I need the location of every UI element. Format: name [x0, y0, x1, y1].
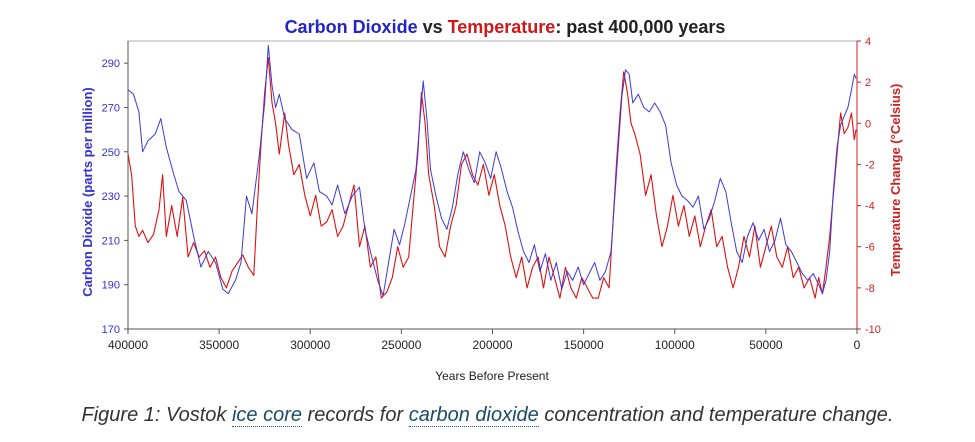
left-tick-label: 270	[102, 102, 120, 114]
x-tick-label: 300000	[290, 338, 330, 352]
x-axis-ticks: 400000 350000 300000 250000 200000 150000 1000…	[108, 329, 861, 352]
chart: Carbon Dioxide vs Temperature: past 400,…	[80, 17, 903, 383]
right-tick-label: -4	[865, 201, 875, 213]
title-part-period: : past 400,000 years	[555, 17, 725, 37]
x-tick-label: 150000	[564, 338, 604, 352]
left-axis-label: Carbon Dioxide (parts per million)	[80, 87, 95, 296]
series-line-carbon-dioxide	[127, 44, 857, 297]
left-tick-label: 230	[102, 191, 120, 203]
carbon-dioxide-link[interactable]: carbon dioxide	[408, 404, 539, 427]
left-tick-label: 290	[102, 58, 120, 70]
right-tick-label: 0	[865, 118, 871, 130]
left-tick-label: 190	[102, 280, 120, 292]
title-part-temp: Temperature	[448, 17, 556, 37]
right-tick-label: -2	[865, 159, 875, 171]
left-tick-label: 250	[102, 147, 120, 159]
right-tick-label: -8	[865, 283, 875, 295]
series-line-temperature	[127, 56, 857, 299]
right-axis-ticks: -10 -8 -6 -4 -2 0 2 4	[857, 36, 881, 336]
x-tick-label: 400000	[108, 338, 148, 352]
series-layer	[127, 44, 857, 299]
right-tick-label: 2	[865, 77, 871, 89]
chart-title: Carbon Dioxide vs Temperature: past 400,…	[285, 17, 726, 37]
ice-core-link[interactable]: ice core	[231, 404, 302, 427]
caption-middle: records for	[302, 404, 409, 426]
x-axis-label: Years Before Present	[435, 369, 549, 383]
right-tick-label: -6	[865, 242, 875, 254]
right-tick-label: -10	[865, 324, 881, 336]
left-tick-label: 170	[102, 324, 120, 336]
x-tick-label: 250000	[381, 338, 421, 352]
plot-frame	[127, 40, 858, 330]
left-axis-ticks: 170 190 210 230 250 270 290	[102, 58, 128, 336]
left-tick-label: 210	[102, 235, 120, 247]
right-tick-label: 4	[865, 36, 871, 48]
title-part-co2: Carbon Dioxide	[285, 17, 418, 37]
x-tick-label: 100000	[655, 338, 695, 352]
caption-prefix: Figure 1: Vostok	[81, 404, 232, 426]
title-part-vs: vs	[418, 17, 448, 37]
figure-caption: Figure 1: Vostok ice core records for ca…	[0, 404, 975, 427]
x-tick-label: 200000	[472, 338, 512, 352]
x-tick-label: 50000	[749, 338, 783, 352]
caption-suffix: concentration and temperature change.	[538, 404, 894, 426]
right-axis-label: Temperature Change (°Celsius)	[888, 84, 903, 277]
x-tick-label: 350000	[199, 338, 239, 352]
x-tick-label: 0	[854, 338, 861, 352]
